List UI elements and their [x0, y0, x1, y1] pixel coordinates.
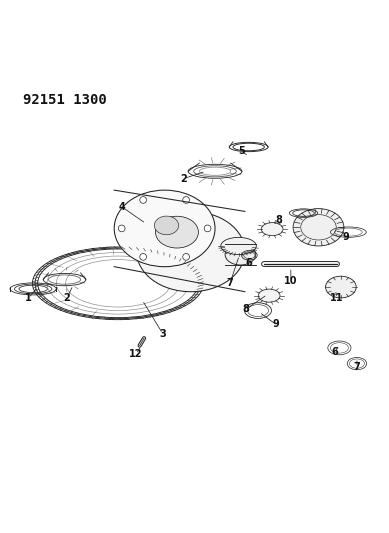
Ellipse shape: [293, 208, 344, 246]
Ellipse shape: [156, 216, 198, 248]
Ellipse shape: [137, 212, 245, 292]
Text: 8: 8: [242, 304, 249, 314]
Text: 8: 8: [275, 215, 282, 225]
Text: 4: 4: [118, 202, 125, 212]
Text: 9: 9: [273, 319, 279, 329]
Ellipse shape: [221, 237, 256, 255]
Text: 7: 7: [227, 278, 233, 288]
Text: 6: 6: [331, 348, 338, 358]
Text: 6: 6: [245, 258, 252, 268]
Circle shape: [183, 197, 189, 203]
Text: 11: 11: [330, 293, 344, 303]
Ellipse shape: [258, 289, 280, 302]
Text: 2: 2: [63, 293, 70, 303]
Text: 12: 12: [129, 349, 143, 359]
Text: 3: 3: [159, 329, 166, 338]
Text: 10: 10: [284, 277, 298, 286]
Circle shape: [140, 254, 147, 260]
Ellipse shape: [114, 190, 215, 266]
Circle shape: [183, 254, 189, 260]
Ellipse shape: [225, 244, 256, 265]
Text: 1: 1: [25, 293, 32, 303]
Text: 9: 9: [342, 232, 349, 241]
Circle shape: [140, 197, 147, 203]
Circle shape: [118, 225, 125, 232]
Text: 5: 5: [238, 146, 245, 156]
Text: 2: 2: [180, 174, 187, 184]
Ellipse shape: [154, 216, 179, 235]
Circle shape: [204, 225, 211, 232]
Ellipse shape: [326, 276, 356, 298]
Text: 7: 7: [354, 362, 360, 373]
Text: 92151 1300: 92151 1300: [23, 93, 107, 107]
Ellipse shape: [261, 223, 283, 236]
